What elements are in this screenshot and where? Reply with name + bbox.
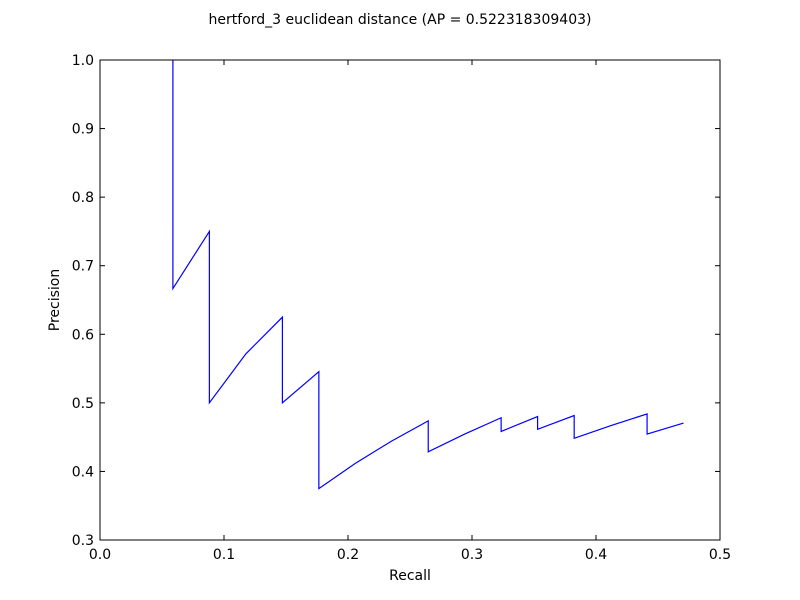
- y-tick-label: 0.8: [72, 190, 94, 206]
- x-tick-label: 0.2: [337, 547, 359, 563]
- x-axis: 0.0 0.1 0.2 0.3 0.4 0.5: [89, 60, 731, 563]
- chart-title: hertford_3 euclidean distance (AP = 0.52…: [209, 12, 592, 28]
- x-axis-label: Recall: [389, 568, 431, 584]
- x-tick-label: 0.4: [585, 547, 607, 563]
- x-tick-label: 0.3: [461, 547, 483, 563]
- y-tick-label: 0.5: [72, 396, 94, 412]
- y-tick-label: 0.9: [72, 122, 94, 138]
- precision-recall-line: [172, 60, 684, 490]
- plot-frame: [99, 59, 721, 541]
- y-tick-label: 0.7: [72, 259, 94, 275]
- series-layer: [172, 60, 684, 490]
- y-tick-label: 1.0: [72, 53, 94, 69]
- y-axis-label: Precision: [47, 269, 63, 331]
- y-tick-label: 0.4: [72, 464, 94, 480]
- y-axis: 0.3 0.4 0.5 0.6 0.7 0.8 0.9 1.0: [72, 53, 720, 549]
- x-tick-label: 0.1: [213, 547, 235, 563]
- x-tick-label: 0.5: [709, 547, 731, 563]
- y-tick-label: 0.3: [72, 533, 94, 549]
- x-tick-label: 0.0: [89, 547, 111, 563]
- y-tick-label: 0.6: [72, 327, 94, 343]
- plot-area: [100, 60, 720, 540]
